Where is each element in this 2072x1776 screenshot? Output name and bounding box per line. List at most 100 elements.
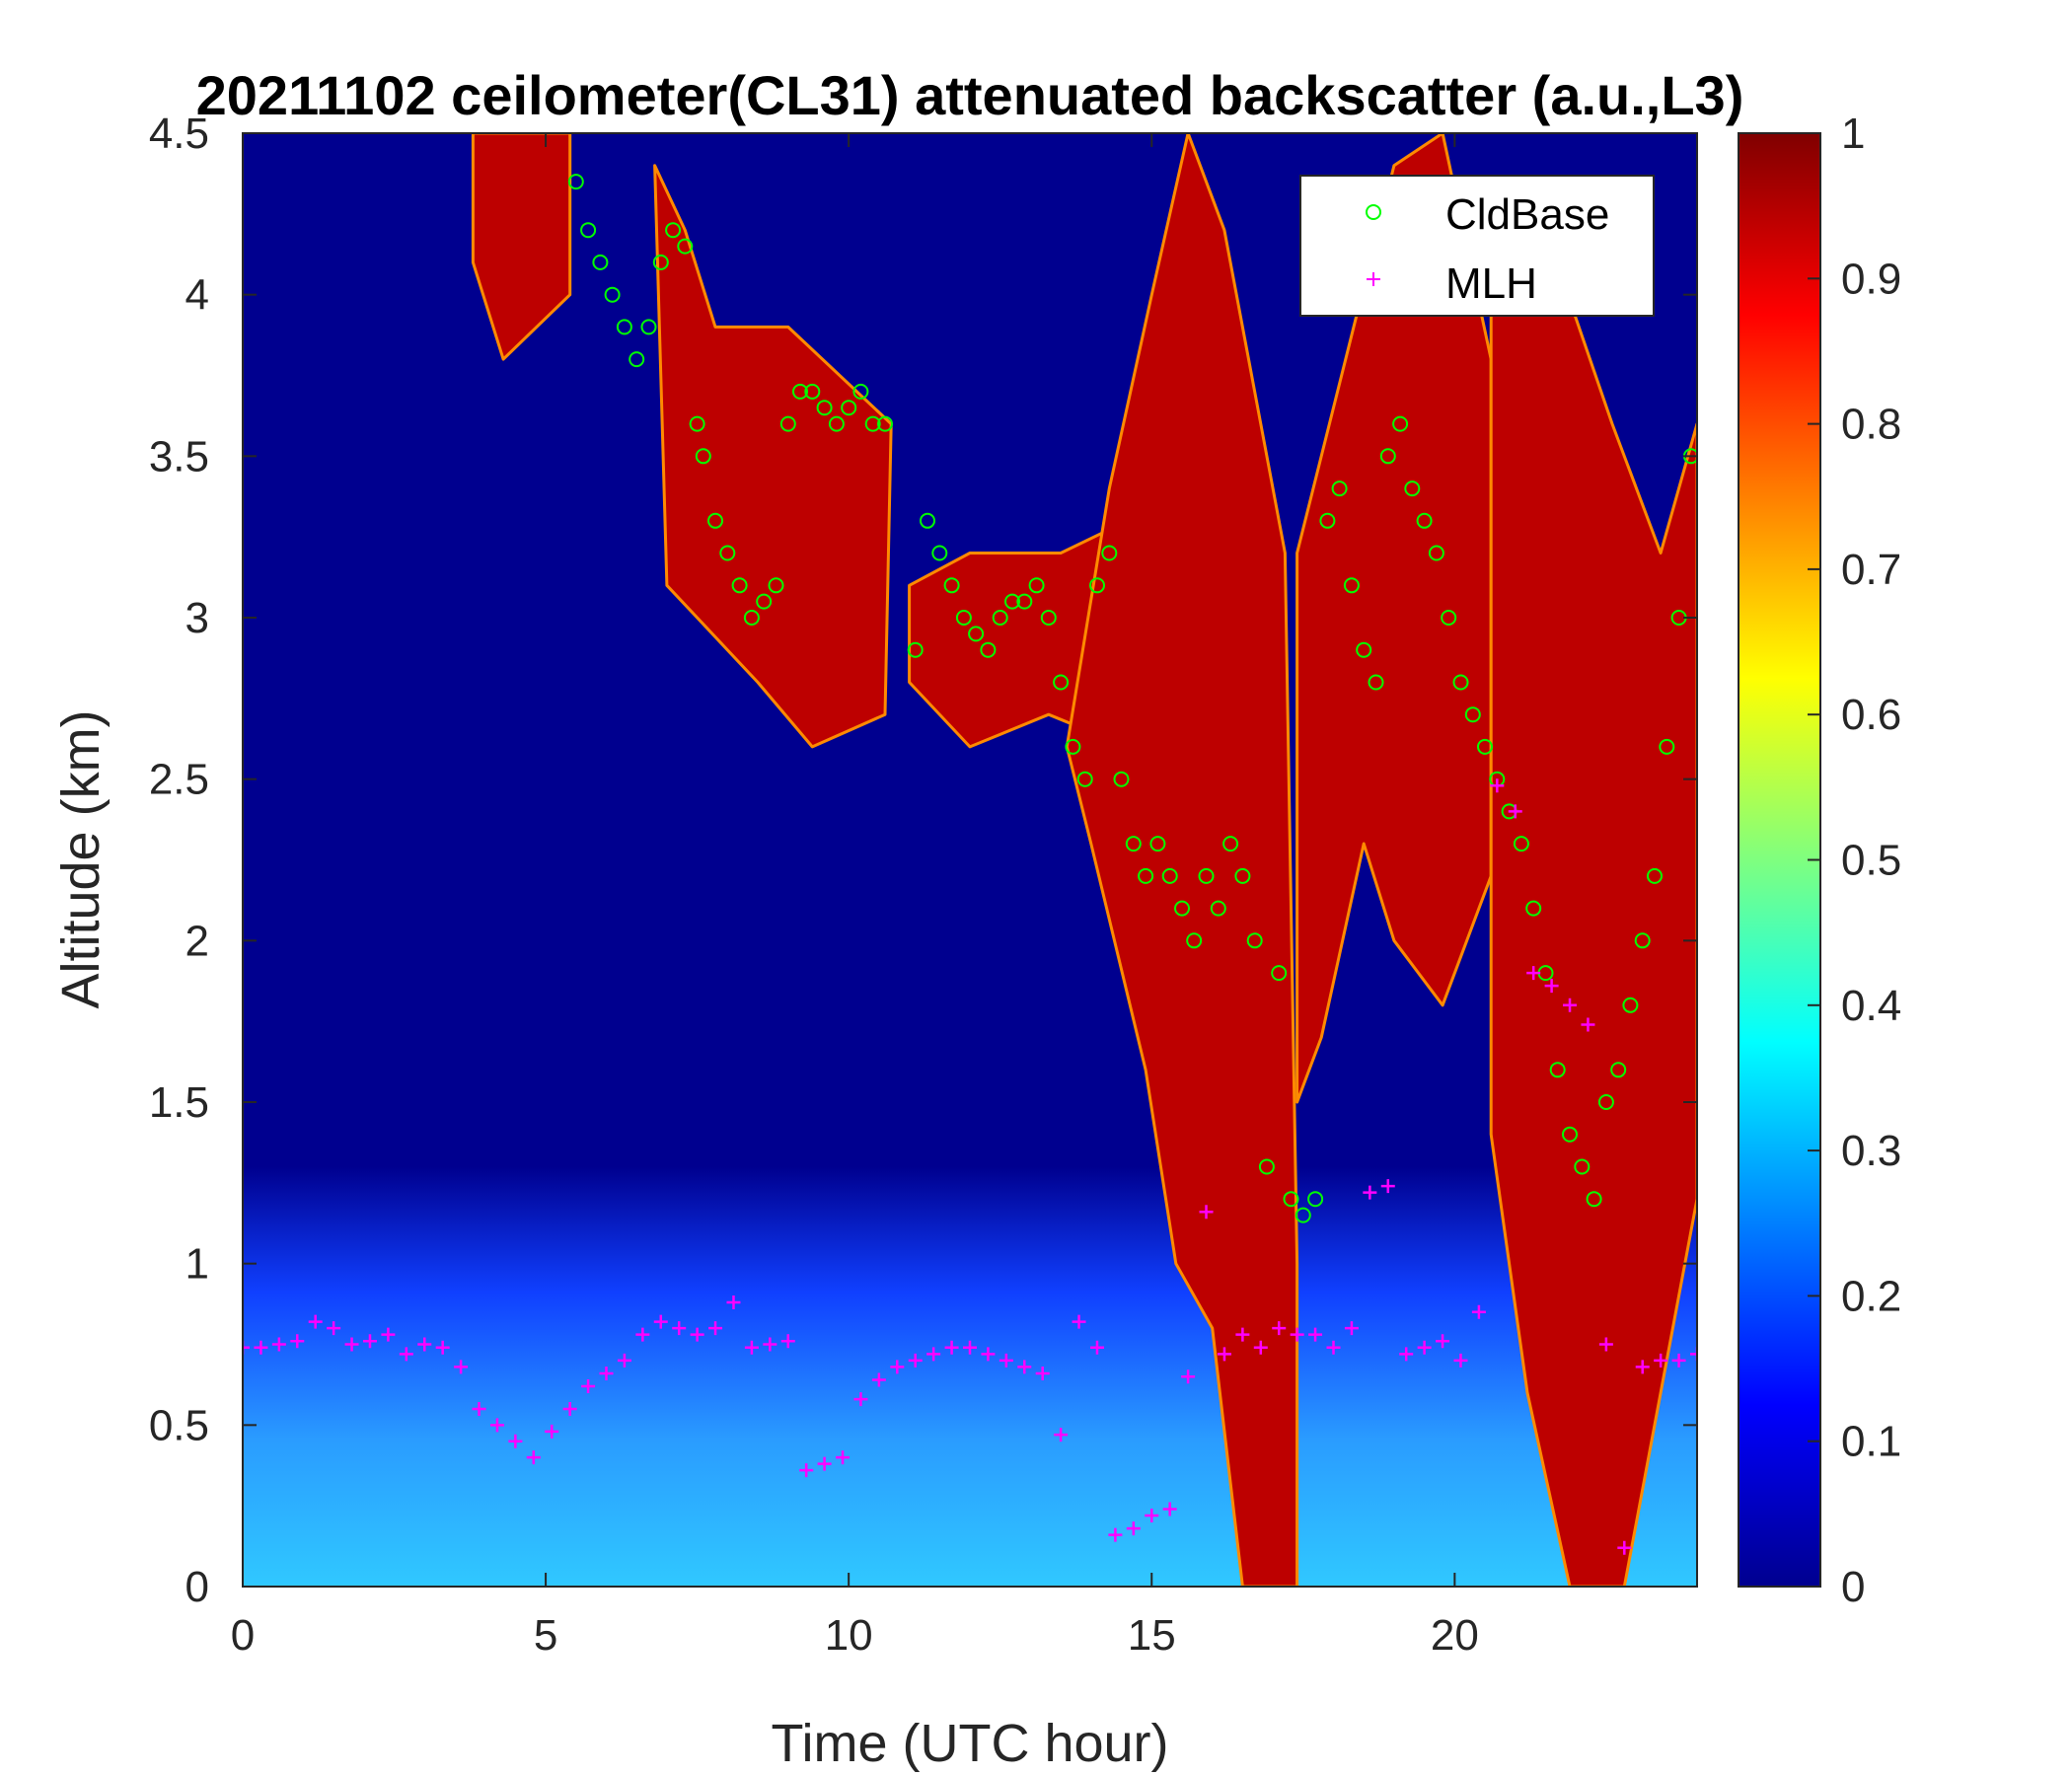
- cldbase-point: [1356, 641, 1372, 658]
- boundary-layer-aerosol-band: [243, 1166, 1697, 1587]
- x-axis-label: Time (UTC hour): [771, 1714, 1168, 1773]
- cldbase-point: [1404, 481, 1421, 497]
- cldbase-point: [1574, 1158, 1591, 1175]
- mlh-point: [1308, 1327, 1323, 1342]
- colorbar-ticks: 0 0.1 0.2 0.3 0.4 0.5 0.6 0.7 0.8 0.9 1: [1808, 110, 1901, 1611]
- mlh-point: [1272, 1321, 1287, 1336]
- mlh-point: [981, 1347, 996, 1362]
- cldbase-point: [1513, 836, 1529, 852]
- cldbase-point: [1549, 1062, 1566, 1078]
- mlh-point: [1417, 1340, 1432, 1355]
- cldbase-point: [1210, 900, 1226, 917]
- mlh-point: [526, 1450, 541, 1465]
- mlh-point: [1363, 1185, 1377, 1200]
- cldbase-point: [943, 577, 960, 594]
- cloud-region-3: [1065, 133, 1299, 1587]
- mlh-point: [1490, 778, 1505, 793]
- y-tick-label: 2: [185, 917, 209, 965]
- mlh-point: [799, 1463, 814, 1478]
- cldbase-point: [980, 641, 997, 658]
- y-tick-label: 0.5: [149, 1401, 209, 1449]
- mlh-point: [399, 1347, 413, 1362]
- x-tick-label: 10: [825, 1611, 873, 1660]
- cldbase-point: [695, 448, 711, 465]
- mlh-point: [327, 1321, 341, 1336]
- mlh-point: [1598, 1337, 1613, 1352]
- mlh-point: [1617, 1540, 1632, 1555]
- mlh-point: [1089, 1340, 1104, 1355]
- cldbase-point: [1597, 1094, 1614, 1110]
- cldbase-point: [907, 641, 924, 658]
- cldbase-point: [1610, 1062, 1627, 1078]
- mlh-point: [1235, 1327, 1250, 1342]
- cldbase-point: [616, 319, 632, 335]
- cldbase-point: [604, 286, 621, 303]
- mlh-point: [454, 1360, 469, 1374]
- cldbase-point: [779, 415, 796, 432]
- cldbase-point: [707, 512, 723, 529]
- cldbase-point: [1271, 965, 1288, 982]
- cldbase-point: [1186, 932, 1203, 949]
- cldbase-point: [816, 400, 833, 416]
- cldbase-point: [1392, 415, 1409, 432]
- cldbase-point: [1379, 448, 1396, 465]
- mlh-point: [1054, 1428, 1069, 1443]
- cldbase-point: [1295, 1207, 1311, 1223]
- mlh-point: [1471, 1304, 1486, 1319]
- cldbase-point: [640, 319, 657, 335]
- mlh-point: [690, 1327, 704, 1342]
- mlh-point: [672, 1321, 687, 1336]
- mlh-point: [1017, 1360, 1032, 1374]
- cldbase-point: [1428, 545, 1444, 561]
- mlh-point: [1145, 1508, 1159, 1522]
- mlh-point: [1399, 1347, 1414, 1362]
- mlh-point: [890, 1360, 905, 1374]
- mlh-point: [254, 1340, 268, 1355]
- x-tick-label: 0: [231, 1611, 255, 1660]
- cldbase-point: [1089, 577, 1105, 594]
- legend-mlh-label: MLH: [1445, 259, 1537, 308]
- series-mlh: [243, 778, 1697, 1555]
- y-tick-label: 3: [185, 594, 209, 642]
- cldbase-point: [1040, 610, 1057, 626]
- cldbase-point: [1065, 738, 1081, 755]
- cldbase-point: [1028, 577, 1045, 594]
- legend: CldBase MLH: [1299, 175, 1655, 317]
- cldbase-point: [1138, 867, 1154, 884]
- cldbase-point: [1016, 593, 1033, 610]
- mlh-point: [617, 1353, 631, 1368]
- mlh-point: [1563, 998, 1578, 1012]
- mlh-point: [1162, 1502, 1177, 1517]
- mlh-point: [999, 1353, 1013, 1368]
- mlh-point: [1544, 979, 1559, 994]
- mlh-point: [1035, 1366, 1050, 1380]
- cldbase-point: [665, 222, 682, 239]
- mlh-point: [489, 1418, 504, 1433]
- y-tick-label: 1: [185, 1240, 209, 1289]
- mlh-point: [653, 1314, 668, 1329]
- mlh-point: [1181, 1369, 1196, 1384]
- y-axis-label: Altitude (km): [51, 709, 111, 1008]
- cldbase-point: [1222, 836, 1239, 852]
- mlh-point: [926, 1347, 941, 1362]
- legend-cldbase-label: CldBase: [1445, 190, 1609, 239]
- mlh-point: [1508, 804, 1522, 819]
- colorbar-tick-label: 1: [1841, 110, 1865, 158]
- backscatter-heatmap: [243, 133, 1697, 1587]
- x-tick-label: 15: [1128, 1611, 1176, 1660]
- cldbase-point: [731, 577, 748, 594]
- mlh-point: [836, 1450, 851, 1465]
- cldbase-point: [1004, 593, 1020, 610]
- colorbar-tick-label: 0.3: [1841, 1127, 1901, 1175]
- cldbase-point: [1622, 997, 1639, 1013]
- y-tick-label: 4: [185, 271, 209, 320]
- cldbase-point: [1246, 932, 1263, 949]
- cldbase-point: [1647, 867, 1663, 884]
- cldbase-point: [792, 383, 808, 400]
- cldbase-point: [1477, 738, 1493, 755]
- cldbase-point: [804, 383, 821, 400]
- cldbase-point: [1258, 1158, 1275, 1175]
- cldbase-point: [652, 254, 669, 270]
- mlh-point: [581, 1379, 596, 1394]
- chart-title: 20211102 ceilometer(CL31) attenuated bac…: [196, 64, 1744, 126]
